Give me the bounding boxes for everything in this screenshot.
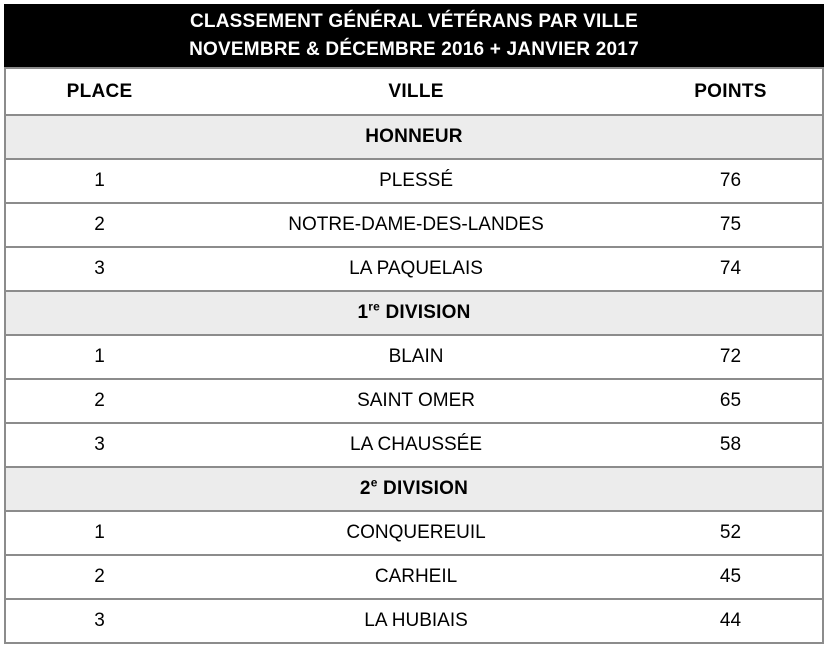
cell-points: 58 xyxy=(638,422,823,467)
cell-place: 1 xyxy=(5,510,194,555)
column-header-row: PLACE VILLE POINTS xyxy=(5,68,823,115)
cell-place: 3 xyxy=(5,422,194,467)
section-label-rest: DIVISION xyxy=(380,302,471,323)
table-title-band: CLASSEMENT GÉNÉRAL VÉTÉRANS PAR VILLE NO… xyxy=(4,4,824,67)
cell-points: 52 xyxy=(638,510,823,555)
table-row: 3 LA HUBIAIS 44 xyxy=(5,598,823,643)
section-label-rest: DIVISION xyxy=(377,478,469,499)
table-row: 1 BLAIN 72 xyxy=(5,334,823,379)
section-label-text: HONNEUR xyxy=(365,126,463,147)
column-header-points: POINTS xyxy=(638,68,823,115)
section-label-sup: re xyxy=(368,299,381,314)
cell-points: 72 xyxy=(638,334,823,379)
cell-ville: BLAIN xyxy=(193,334,639,379)
cell-points: 65 xyxy=(638,378,823,423)
column-header-ville: VILLE xyxy=(193,68,639,115)
cell-points: 76 xyxy=(638,158,823,203)
cell-points: 45 xyxy=(638,554,823,599)
section-label-text: 1 xyxy=(357,302,369,323)
table-row: 2 NOTRE-DAME-DES-LANDES 75 xyxy=(5,202,823,247)
cell-ville: PLESSÉ xyxy=(193,158,639,203)
cell-place: 2 xyxy=(5,202,194,247)
cell-ville: LA PAQUELAIS xyxy=(193,246,639,291)
cell-ville: LA HUBIAIS xyxy=(193,598,639,643)
cell-points: 74 xyxy=(638,246,823,291)
table-row: 2 SAINT OMER 65 xyxy=(5,378,823,423)
cell-place: 3 xyxy=(5,598,194,643)
table-row: 1 CONQUEREUIL 52 xyxy=(5,510,823,555)
cell-ville: SAINT OMER xyxy=(193,378,639,423)
cell-points: 44 xyxy=(638,598,823,643)
cell-ville: CARHEIL xyxy=(193,554,639,599)
section-label-sup: e xyxy=(370,475,378,490)
cell-ville: CONQUEREUIL xyxy=(193,510,639,555)
table-row: 2 CARHEIL 45 xyxy=(5,554,823,599)
cell-place: 1 xyxy=(5,158,194,203)
cell-place: 3 xyxy=(5,246,194,291)
section-header-division-1: 1re DIVISION xyxy=(5,290,823,335)
cell-place: 2 xyxy=(5,554,194,599)
section-label-division-2: 2e DIVISION xyxy=(5,466,823,511)
ranking-table: CLASSEMENT GÉNÉRAL VÉTÉRANS PAR VILLE NO… xyxy=(4,4,824,644)
cell-points: 75 xyxy=(638,202,823,247)
section-label-honneur: HONNEUR xyxy=(5,114,823,159)
cell-place: 2 xyxy=(5,378,194,423)
title-line-1: CLASSEMENT GÉNÉRAL VÉTÉRANS PAR VILLE xyxy=(190,10,638,32)
table-row: 3 LA CHAUSSÉE 58 xyxy=(5,422,823,467)
table-row: 3 LA PAQUELAIS 74 xyxy=(5,246,823,291)
section-header-division-2: 2e DIVISION xyxy=(5,466,823,511)
section-label-division-1: 1re DIVISION xyxy=(5,290,823,335)
section-label-text: 2 xyxy=(359,478,371,499)
cell-place: 1 xyxy=(5,334,194,379)
column-header-place: PLACE xyxy=(5,68,194,115)
section-header-honneur: HONNEUR xyxy=(5,114,823,159)
title-line-2: NOVEMBRE & DÉCEMBRE 2016 + JANVIER 2017 xyxy=(189,38,639,60)
ranking-grid: PLACE VILLE POINTS HONNEUR 1 PLESSÉ 76 2… xyxy=(4,67,824,644)
table-row: 1 PLESSÉ 76 xyxy=(5,158,823,203)
cell-ville: LA CHAUSSÉE xyxy=(193,422,639,467)
cell-ville: NOTRE-DAME-DES-LANDES xyxy=(193,202,639,247)
